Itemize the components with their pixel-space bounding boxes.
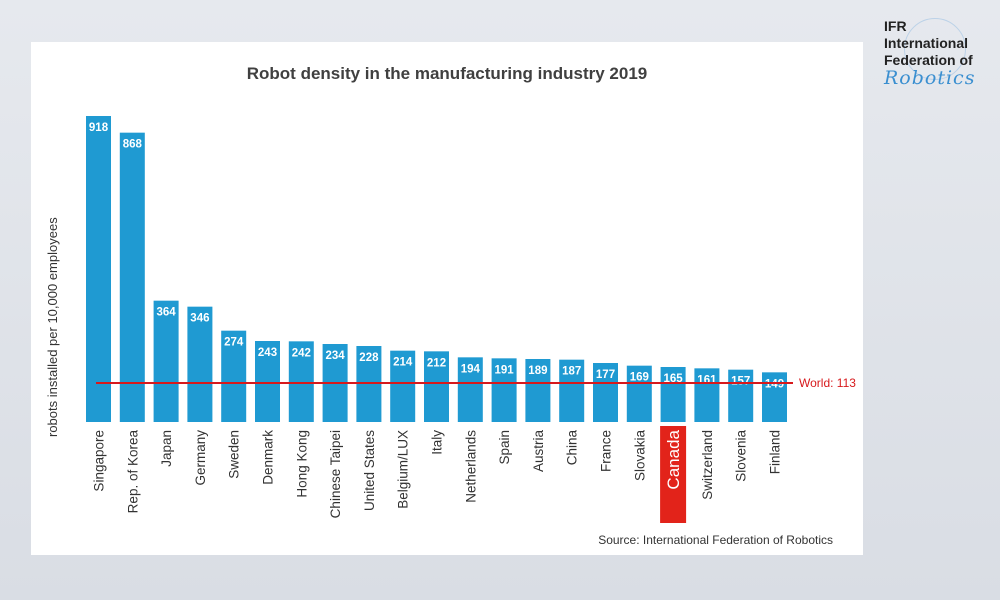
logo-line-2: International <box>884 35 969 51</box>
ifr-logo: IFR International Federation of Robotics <box>884 18 996 108</box>
category-label-denmark: Denmark <box>261 430 276 485</box>
logo-line-3: Federation of <box>884 52 973 68</box>
value-label-chinese-taipei: 234 <box>326 350 346 362</box>
bar-rep-of-korea <box>119 132 145 422</box>
bar-france <box>593 363 618 422</box>
category-label-sweden: Sweden <box>227 430 242 479</box>
bar-germany <box>187 306 213 422</box>
globe-icon <box>904 18 966 80</box>
value-label-united-states: 228 <box>359 352 379 364</box>
category-label-rep-of-korea: Rep. of Korea <box>125 430 140 514</box>
bar-canada <box>660 367 686 422</box>
source-note: Source: International Federation of Robo… <box>598 533 833 547</box>
value-label-singapore: 918 <box>89 122 109 134</box>
category-label-germany: Germany <box>193 430 208 486</box>
category-label-spain: Spain <box>497 430 512 465</box>
bar-spain <box>491 358 517 422</box>
value-label-slovakia: 169 <box>630 372 649 384</box>
category-label-slovenia: Slovenia <box>734 430 749 482</box>
category-label-chinese-taipei: Chinese Taipei <box>328 430 343 518</box>
category-label-hong-kong: Hong Kong <box>294 430 309 498</box>
value-label-spain: 191 <box>495 364 515 376</box>
chart-title: Robot density in the manufacturing indus… <box>246 64 648 83</box>
value-label-denmark: 243 <box>258 347 277 359</box>
category-label-slovakia: Slovakia <box>632 430 647 482</box>
value-label-sweden: 274 <box>224 337 244 349</box>
category-label-switzerland: Switzerland <box>700 430 715 500</box>
category-label-austria: Austria <box>531 430 546 473</box>
category-label-china: China <box>565 430 580 466</box>
value-label-hong-kong: 242 <box>292 347 311 359</box>
category-label-canada: Canada <box>664 429 683 489</box>
bar-slovakia <box>626 365 652 422</box>
bar-austria <box>525 359 551 422</box>
logo-script: Robotics <box>884 67 976 89</box>
value-label-rep-of-korea: 868 <box>123 139 143 151</box>
bar-japan <box>153 300 179 422</box>
highlight-box-canada <box>660 426 687 523</box>
value-label-finland: 149 <box>765 378 784 390</box>
bar-finland <box>762 372 787 422</box>
category-label-singapore: Singapore <box>92 430 107 492</box>
category-label-italy: Italy <box>430 430 445 455</box>
world-average-label: World: 113 <box>799 376 856 390</box>
bar-china <box>559 359 585 422</box>
bar-singapore <box>86 116 111 422</box>
bar-belgium-lux <box>390 350 416 422</box>
value-label-china: 187 <box>562 366 581 378</box>
category-label-finland: Finland <box>768 430 783 474</box>
bar-italy <box>424 351 449 422</box>
bar-slovenia <box>728 369 754 422</box>
value-label-germany: 346 <box>190 313 209 325</box>
category-label-belgium-lux: Belgium/LUX <box>396 430 411 509</box>
chart-panel: Robot density in the manufacturing indus… <box>31 42 863 555</box>
value-label-slovenia: 157 <box>731 376 750 388</box>
value-label-france: 177 <box>596 369 615 381</box>
value-label-italy: 212 <box>427 357 446 369</box>
bar-sweden <box>221 330 247 422</box>
value-label-japan: 364 <box>157 307 177 319</box>
category-label-united-states: United States <box>362 430 377 511</box>
bar-hong-kong <box>288 341 314 422</box>
category-label-france: France <box>599 430 614 472</box>
value-label-switzerland: 161 <box>697 374 717 386</box>
category-label-netherlands: Netherlands <box>463 430 478 503</box>
bar-denmark <box>255 341 280 422</box>
logo-line-1: IFR <box>884 18 907 34</box>
category-label-japan: Japan <box>159 430 174 467</box>
value-label-belgium-lux: 214 <box>393 357 413 369</box>
bar-switzerland <box>694 368 720 422</box>
value-label-netherlands: 194 <box>461 363 481 375</box>
bar-netherlands <box>457 357 483 422</box>
value-label-austria: 189 <box>528 365 547 377</box>
